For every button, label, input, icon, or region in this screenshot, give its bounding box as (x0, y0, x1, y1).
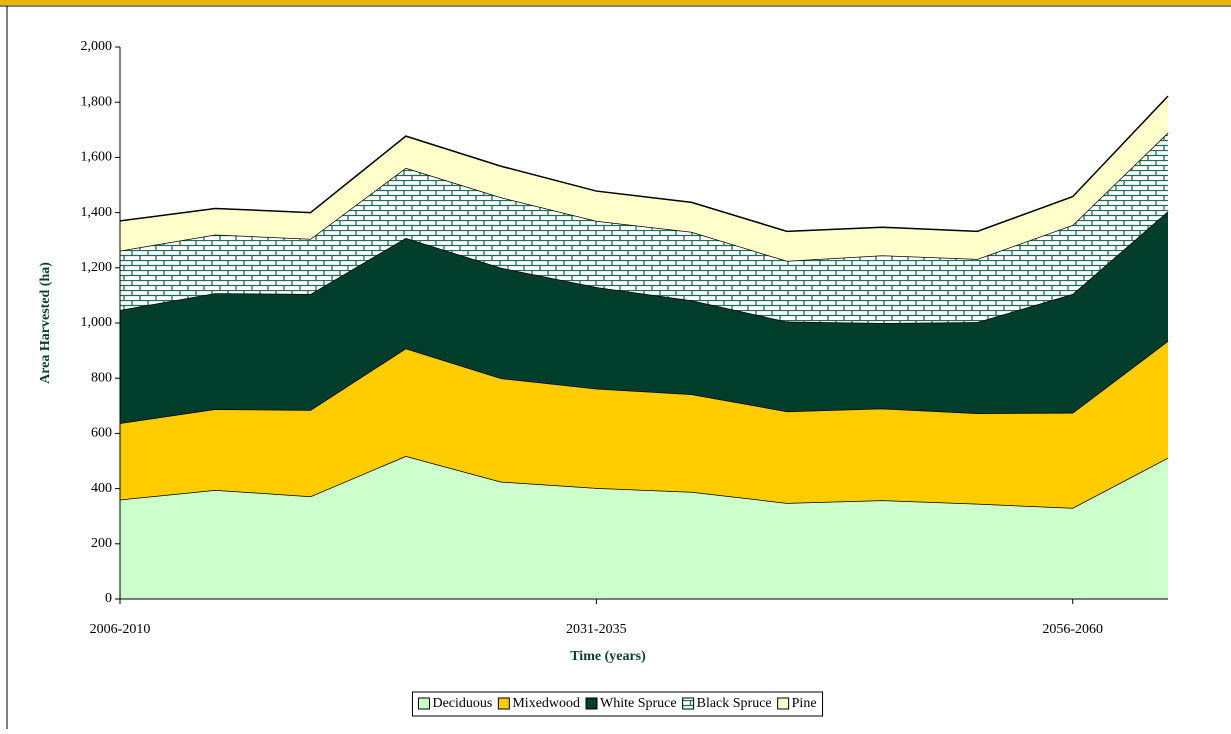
area-edge (119, 95, 1169, 233)
y-tick-label: 1,400 (81, 205, 113, 220)
legend-swatch (777, 697, 790, 710)
legend-label: Mixedwood (512, 696, 580, 711)
legend-label: Black Spruce (697, 696, 772, 711)
area (120, 211, 1168, 424)
x-tick-label: 2031-2035 (566, 622, 627, 637)
legend-swatch (497, 697, 510, 710)
legend-label: Deciduous (432, 696, 492, 711)
legend-swatch (682, 697, 695, 710)
y-tick-label: 1,600 (81, 150, 113, 165)
y-axis-title: Area Harvested (ha) (38, 262, 53, 384)
legend-swatch (585, 697, 598, 710)
area (120, 456, 1168, 599)
legend-label: Pine (792, 696, 817, 711)
y-tick-label: 1,800 (81, 94, 113, 109)
y-tick-label: 600 (91, 426, 112, 441)
top-border (0, 0, 1231, 5)
area (120, 340, 1168, 508)
y-tick-label: 0 (105, 591, 112, 606)
y-tick-label: 800 (91, 370, 112, 385)
y-tick-label: 2,000 (81, 39, 113, 54)
y-tick-label: 1,200 (81, 260, 113, 275)
y-tick-label: 1,000 (81, 315, 113, 330)
x-tick-label: 2056-2060 (1042, 622, 1103, 637)
legend-swatch (417, 697, 430, 710)
legend-box (411, 691, 824, 717)
y-tick-label: 400 (91, 481, 112, 496)
y-tick-label: 200 (91, 536, 112, 551)
legend-label: White Spruce (600, 696, 677, 711)
x-axis-title: Time (years) (570, 649, 646, 664)
legend: Deciduous Mixedwood White Spruce Black Spru… (411, 691, 824, 717)
area (120, 132, 1168, 323)
x-tick-label: 2006-2010 (90, 622, 151, 637)
